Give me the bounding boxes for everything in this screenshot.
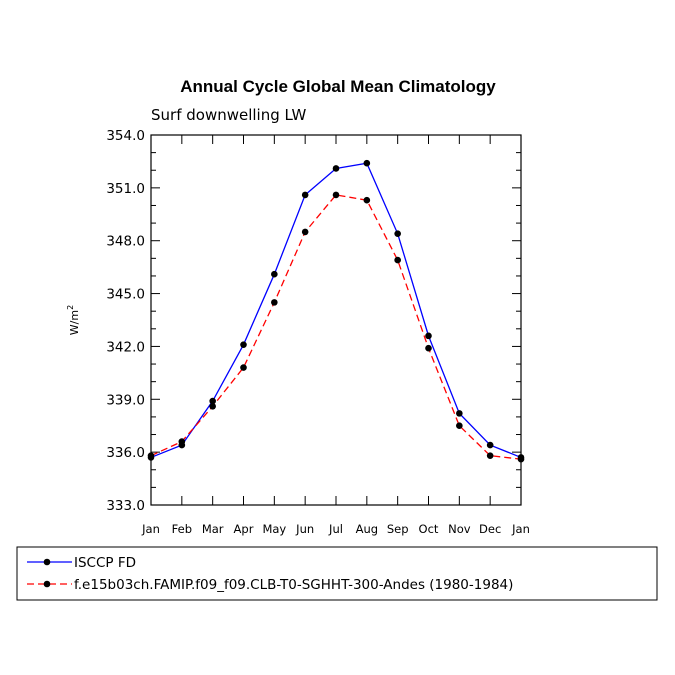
series-2-point bbox=[271, 299, 278, 306]
series-2-point bbox=[178, 438, 186, 445]
series-2-point bbox=[240, 364, 247, 371]
x-tick-label: Oct bbox=[419, 522, 439, 536]
legend-label-2: f.e15b03ch.FAMIP.f09_f09.CLB-T0-SGHHT-30… bbox=[74, 577, 513, 593]
x-tick-label: May bbox=[262, 522, 286, 536]
y-tick-label: 351.0 bbox=[106, 181, 145, 197]
series-2-point bbox=[332, 191, 340, 199]
series-2-point bbox=[517, 455, 525, 463]
chart-title: Annual Cycle Global Mean Climatology bbox=[180, 77, 496, 96]
series-2-point bbox=[394, 256, 401, 264]
x-tick-label: Jun bbox=[295, 522, 314, 536]
series-2-point bbox=[486, 452, 494, 459]
x-tick-label: Dec bbox=[479, 522, 501, 536]
y-tick-label: 342.0 bbox=[106, 339, 145, 355]
series-2-point bbox=[456, 422, 463, 430]
series-2-point bbox=[425, 344, 432, 352]
series-1-point bbox=[363, 159, 371, 167]
x-tick-label: Feb bbox=[172, 522, 192, 536]
x-tick-label: Mar bbox=[202, 522, 224, 536]
plot-area bbox=[147, 159, 525, 463]
x-tick-label: Jul bbox=[328, 522, 343, 536]
legend-marker-1 bbox=[43, 558, 51, 566]
y-axis: 333.0 336.0 339.0 342.0 345.0 348.0 351.0 354.0 bbox=[106, 128, 521, 514]
series-2-point bbox=[147, 452, 155, 459]
series-1-point bbox=[301, 191, 309, 199]
chart-subtitle: Surf downwelling LW bbox=[151, 106, 306, 124]
series-1-point bbox=[332, 165, 340, 172]
y-tick-label: 354.0 bbox=[106, 128, 145, 144]
y-axis-label: W/m2 bbox=[66, 305, 81, 335]
plot-frame bbox=[150, 134, 522, 506]
legend-box bbox=[16, 546, 658, 601]
series-2-point bbox=[209, 403, 216, 410]
x-tick-label: Sep bbox=[387, 522, 409, 536]
x-tick-label: Jan bbox=[141, 522, 160, 536]
legend-marker-2 bbox=[43, 580, 51, 588]
x-tick-label: Nov bbox=[448, 522, 471, 536]
x-tick-label: Jan bbox=[511, 522, 530, 536]
y-tick-label: 333.0 bbox=[106, 498, 145, 514]
x-axis: Jan Feb Mar Apr May Jun Jul Aug Sep Oct Nov Dec Jan bbox=[141, 135, 530, 536]
series-1-point bbox=[456, 410, 463, 417]
series-1-point bbox=[240, 341, 247, 348]
y-tick-label: 348.0 bbox=[106, 234, 145, 250]
series-2-point bbox=[301, 228, 309, 236]
y-tick-label: 339.0 bbox=[106, 392, 145, 408]
x-tick-label: Aug bbox=[356, 522, 378, 536]
legend: ISCCP FD f.e15b03ch.FAMIP.f09_f09.CLB-T0-… bbox=[27, 555, 513, 593]
series-1-point bbox=[271, 270, 278, 278]
y-tick-label: 345.0 bbox=[106, 287, 145, 303]
series-1-point bbox=[425, 332, 432, 340]
series-1-point bbox=[486, 441, 494, 449]
series-1-point bbox=[394, 230, 401, 237]
y-tick-label: 336.0 bbox=[106, 445, 145, 461]
series-1-point bbox=[209, 397, 216, 405]
legend-label-1: ISCCP FD bbox=[74, 555, 136, 571]
series-2-point bbox=[363, 196, 371, 204]
x-tick-label: Apr bbox=[234, 522, 254, 536]
